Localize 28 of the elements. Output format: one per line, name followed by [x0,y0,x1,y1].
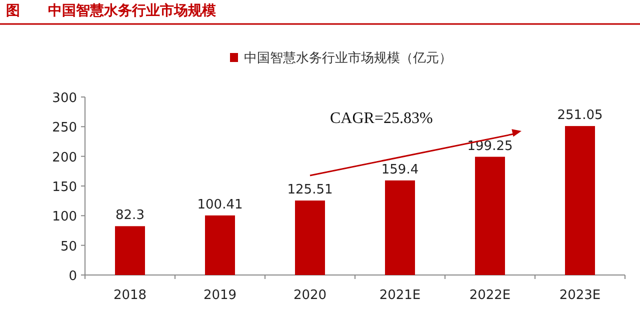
bar [565,126,595,275]
data-label: 82.3 [116,208,144,224]
x-tick-label: 2023E [559,288,601,303]
data-label: 100.41 [197,197,243,212]
y-tick-label: 100 [52,210,77,225]
y-tick-label: 300 [52,91,77,106]
data-label: 125.51 [287,182,333,198]
y-tick-label: 150 [52,180,77,195]
x-tick-label: 2021E [379,288,421,303]
x-tick-label: 2020 [293,288,327,303]
x-tick-label: 2022E [469,288,511,303]
data-label: 199.25 [467,138,513,154]
x-tick-label: 2018 [113,288,147,303]
bar [115,226,145,275]
annotation: CAGR=25.83% [330,110,433,127]
y-tick-label: 50 [60,239,77,254]
bar [475,156,505,275]
y-tick-label: 200 [52,150,77,166]
data-label: 159.4 [381,162,419,178]
bar [295,200,325,275]
legend: 中国智慧水务行业市场规模（亿元） [230,51,452,66]
x-tick-label: 2019 [203,288,237,303]
y-tick-label: 250 [52,120,77,136]
bar [385,180,415,275]
chart-title: 图 中国智慧水务行业市场规模 [6,2,217,19]
bar [205,215,235,275]
y-tick-label: 0 [68,269,77,284]
data-label: 251.05 [557,108,603,124]
